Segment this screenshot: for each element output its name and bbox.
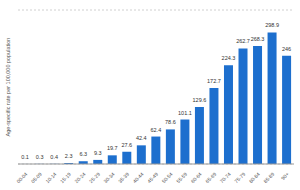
- svg-text:224.3: 224.3: [222, 55, 236, 61]
- svg-text:80-84: 80-84: [248, 171, 261, 184]
- svg-text:50-54: 50-54: [160, 171, 173, 184]
- svg-text:0.3: 0.3: [36, 154, 44, 160]
- svg-text:00-04: 00-04: [15, 171, 28, 184]
- svg-text:70-74: 70-74: [219, 171, 232, 184]
- svg-text:62.4: 62.4: [150, 127, 161, 133]
- svg-text:101.1: 101.1: [178, 110, 192, 116]
- svg-text:20-24: 20-24: [73, 171, 86, 184]
- svg-text:246: 246: [282, 46, 291, 52]
- svg-text:19.7: 19.7: [107, 145, 118, 151]
- svg-text:172.7: 172.7: [207, 78, 221, 84]
- svg-text:15-19: 15-19: [59, 171, 72, 184]
- svg-text:60-64: 60-64: [190, 171, 203, 184]
- svg-text:0.4: 0.4: [50, 154, 58, 160]
- svg-text:2.3: 2.3: [65, 153, 73, 159]
- svg-text:55-59: 55-59: [175, 171, 188, 184]
- svg-text:0.1: 0.1: [21, 154, 29, 160]
- svg-text:129.6: 129.6: [193, 97, 207, 103]
- svg-text:Age-specific rate per 100,000: Age-specific rate per 100,000 population: [8, 38, 11, 137]
- svg-text:90+: 90+: [280, 171, 290, 181]
- svg-text:10-14: 10-14: [44, 171, 57, 184]
- svg-text:85-89: 85-89: [262, 171, 275, 184]
- svg-text:65-69: 65-69: [204, 171, 217, 184]
- svg-text:42.4: 42.4: [136, 135, 147, 141]
- svg-text:268.3: 268.3: [251, 36, 265, 42]
- svg-text:30-34: 30-34: [102, 171, 115, 184]
- svg-text:75-79: 75-79: [233, 171, 246, 184]
- svg-text:6.3: 6.3: [79, 151, 87, 157]
- svg-text:45-49: 45-49: [146, 171, 159, 184]
- svg-text:78.6: 78.6: [165, 119, 176, 125]
- svg-text:9.3: 9.3: [94, 150, 102, 156]
- svg-text:40-44: 40-44: [131, 171, 144, 184]
- svg-text:25-29: 25-29: [88, 171, 101, 184]
- svg-text:35-39: 35-39: [117, 171, 130, 184]
- svg-text:262.7: 262.7: [236, 38, 250, 44]
- svg-text:05-09: 05-09: [30, 171, 43, 184]
- svg-text:298.9: 298.9: [265, 22, 279, 28]
- svg-text:27.6: 27.6: [121, 142, 132, 148]
